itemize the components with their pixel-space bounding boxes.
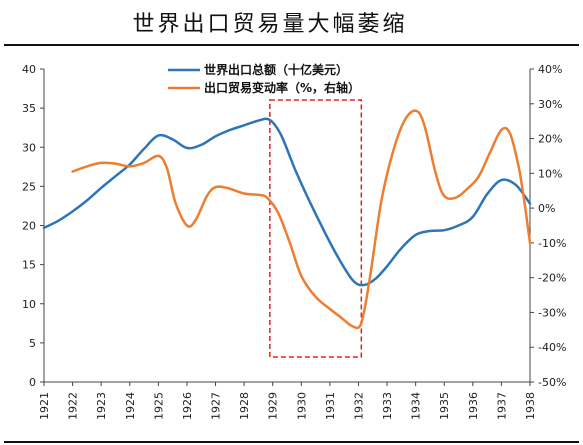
y-right-tick-label: -50% [538,376,566,389]
x-tick-label: 1930 [295,392,308,420]
x-tick-label: 1931 [324,392,337,420]
y-left-tick-label: 25 [22,180,36,193]
legend-label-exports: 世界出口总额（十亿美元） [204,62,348,77]
y-right-tick-label: -10% [538,237,566,250]
title-divider [4,44,579,46]
x-tick-label: 1929 [267,392,280,420]
x-tick-label: 1934 [410,392,423,420]
x-tick-label: 1923 [95,392,108,420]
series-line-change [71,109,532,330]
bottom-divider [4,441,579,443]
x-tick-label: 1933 [381,392,394,420]
x-tick-label: 1928 [238,392,251,420]
x-tick-label: 1926 [181,392,194,420]
legend-label-change: 出口贸易变动率（%，右轴） [204,80,360,95]
x-tick-label: 1932 [352,392,365,420]
y-left-tick-label: 0 [29,376,36,389]
x-tick-label: 1935 [438,392,451,420]
y-right-tick-label: 40% [538,63,562,76]
axes-layer: 0 5 10 15 20 25 30 35 40 -50% -40% -30% -20% -10% 0% 10… [22,63,566,420]
y-right-tick-label: 10% [538,167,562,180]
series-line-exports [42,117,532,287]
x-tick-label: 1922 [67,392,80,420]
y-right-tick-label: 0% [538,202,555,215]
annotation-layer [269,99,363,358]
y-left-tick-label: 15 [22,259,36,272]
x-tick-label: 1927 [210,392,223,420]
y-left-tick-label: 10 [22,298,36,311]
y-right-tick-label: -40% [538,341,566,354]
x-tick-label: 1938 [524,392,537,420]
x-tick-label: 1937 [495,392,508,420]
legend: 世界出口总额（十亿美元） 出口贸易变动率（%，右轴） [168,62,360,95]
y-right-tick-label: 30% [538,98,562,111]
y-left-tick-label: 40 [22,63,36,76]
y-left-tick-label: 35 [22,102,36,115]
series-layer [42,109,532,330]
y-right-tick-label: -20% [538,272,566,285]
x-tick-label: 1921 [38,392,51,420]
y-left-tick-label: 5 [29,337,36,350]
y-left-tick-label: 20 [22,220,36,233]
y-left-tick-label: 30 [22,141,36,154]
chart-title: 世界出口贸易量大幅萎缩 [132,12,408,37]
highlight-box [269,99,363,358]
x-tick-label: 1924 [124,392,137,420]
x-tick-label: 1936 [467,392,480,420]
y-right-tick-label: -30% [538,306,566,319]
x-tick-label: 1925 [152,392,165,420]
y-right-tick-label: 20% [538,133,562,146]
